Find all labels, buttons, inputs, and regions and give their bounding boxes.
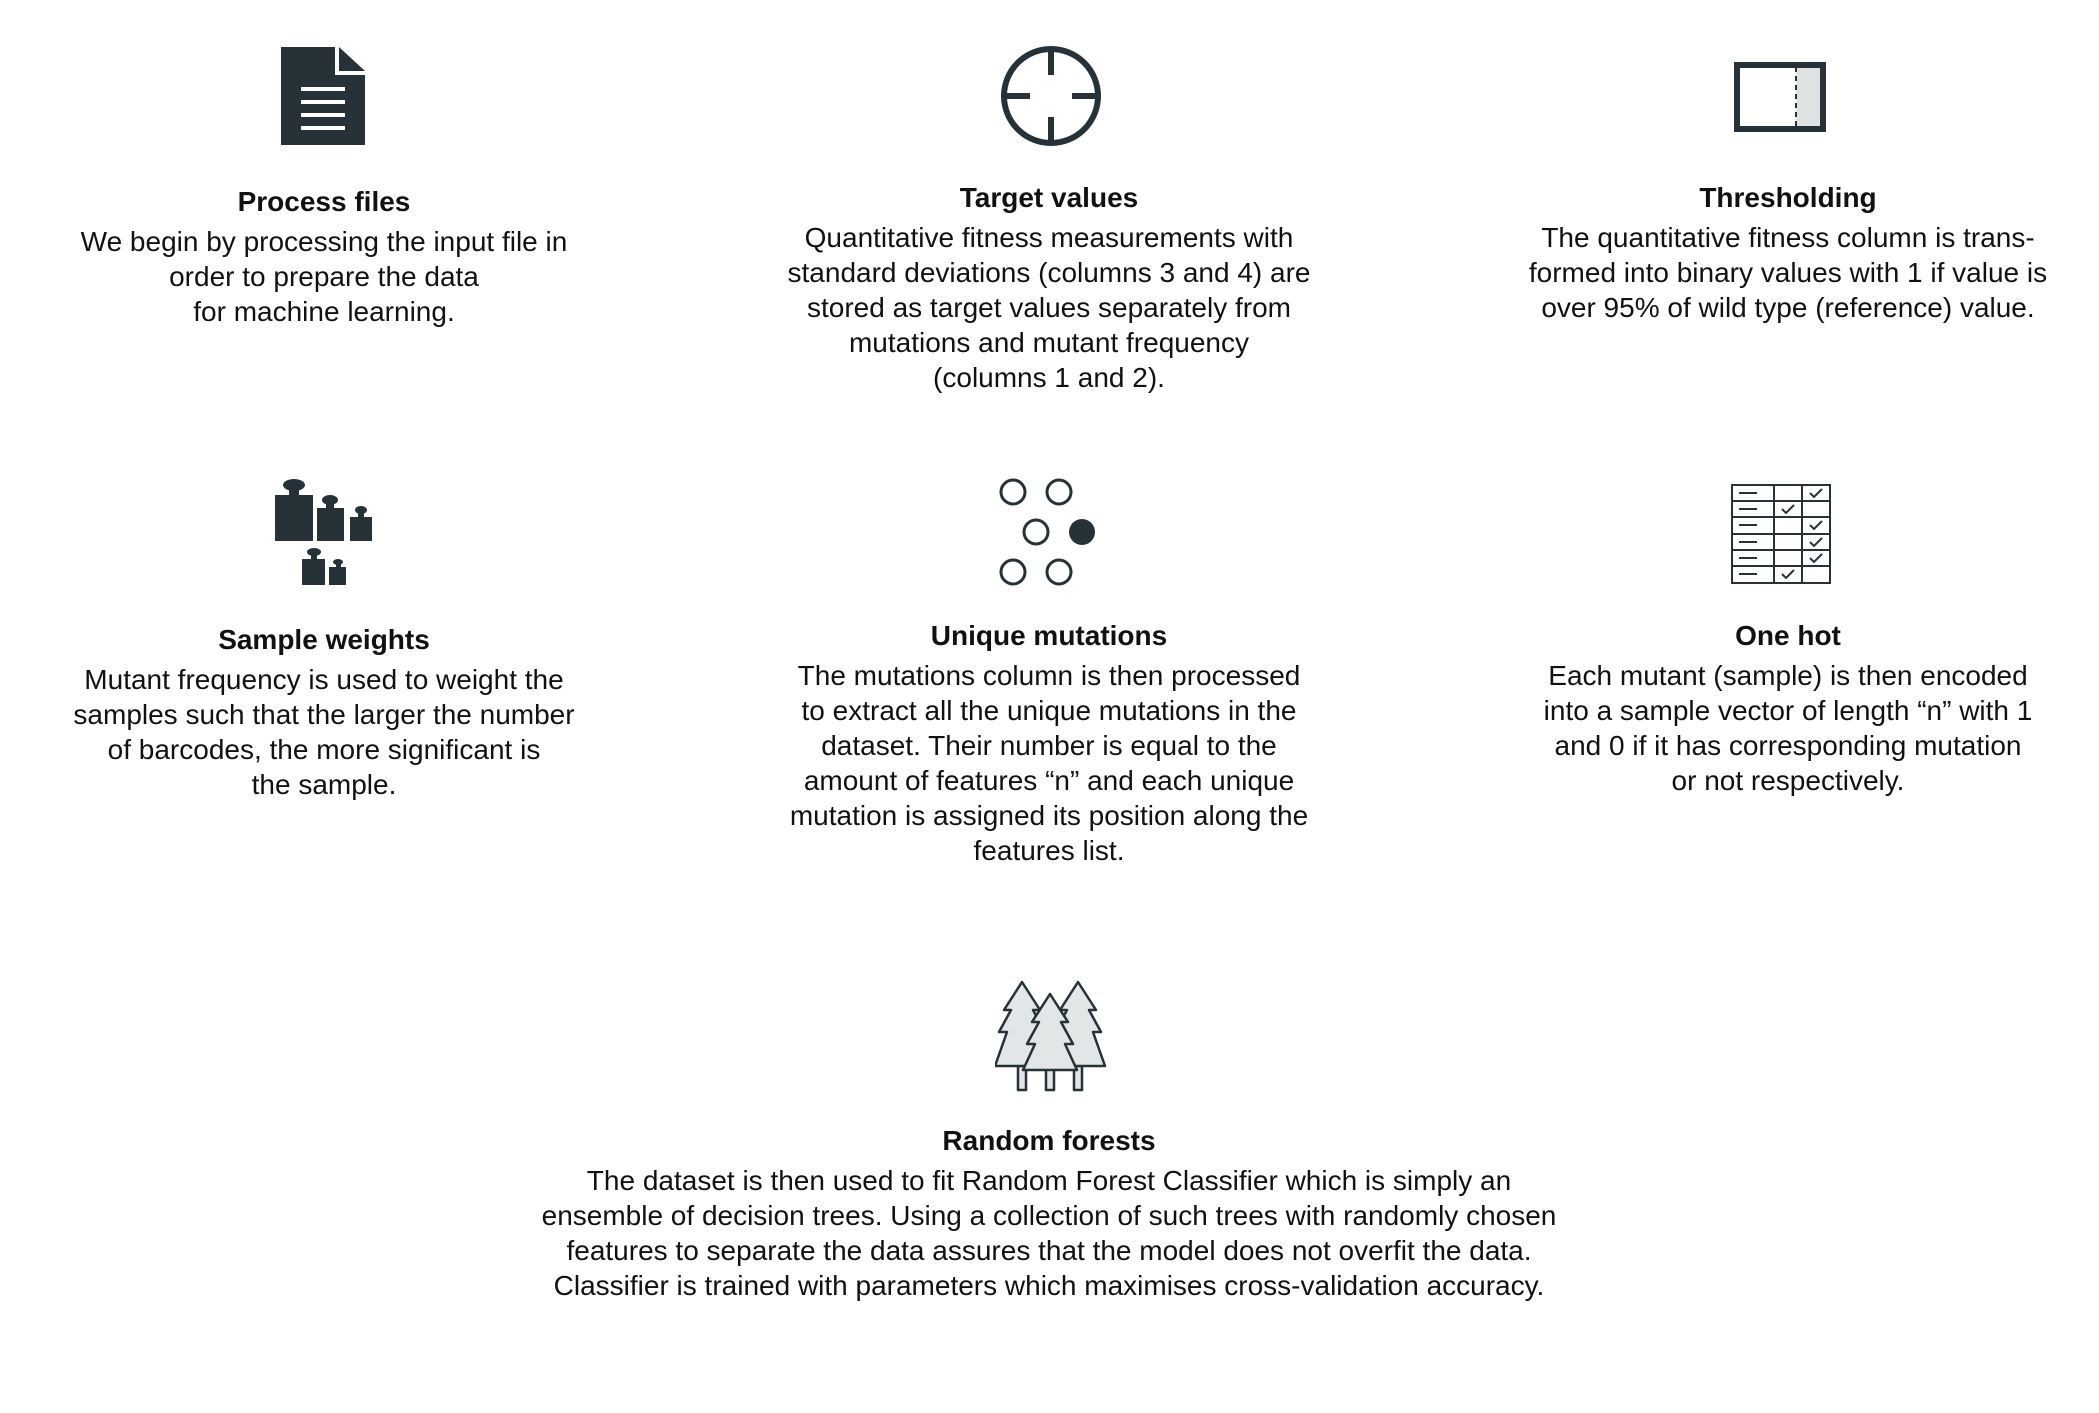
description-line: stored as target values separately from [806, 292, 1291, 323]
step-description: The dataset is then used to fit Random F… [449, 1163, 1649, 1303]
step-thresholding: Thresholding The quantitative fitness co… [1488, 180, 2088, 325]
step-title: Thresholding [1699, 182, 1877, 213]
description-line: the sample. [251, 769, 397, 800]
description-line: formed into binary values with 1 if valu… [1528, 257, 2048, 288]
description-line: into a sample vector of length “n” with … [1543, 695, 2033, 726]
step-description: We begin by processing the input file in… [24, 224, 624, 329]
step-random-forests: Random forests The dataset is then used … [449, 1123, 1649, 1303]
description-line: to extract all the unique mutations in t… [801, 695, 1297, 726]
step-title: Sample weights [218, 624, 430, 655]
step-title: Process files [237, 186, 411, 217]
description-line: over 95% of wild type (reference) value. [1541, 292, 2035, 323]
step-title: Target values [959, 182, 1139, 213]
description-line: Each mutant (sample) is then encoded [1548, 660, 2028, 691]
crosshair-icon [1001, 46, 1101, 146]
step-description: Quantitative fitness measurements with s… [749, 220, 1349, 395]
step-title: One hot [1735, 620, 1841, 651]
description-line: We begin by processing the input file in [80, 226, 568, 257]
dots-icon [999, 478, 1095, 586]
description-line: order to prepare the data [169, 261, 479, 292]
weights-icon [275, 479, 372, 585]
description-line: features list. [973, 835, 1125, 866]
step-process-files: Process files We begin by processing the… [24, 184, 624, 329]
checklist-table-icon [1731, 484, 1831, 584]
trees-icon [995, 980, 1107, 1092]
description-line: The mutations column is then processed [797, 660, 1301, 691]
step-description: The mutations column is then processed t… [749, 658, 1349, 868]
step-one-hot: One hot Each mutant (sample) is then enc… [1488, 618, 2088, 798]
description-line: Mutant frequency is used to weight the [84, 664, 564, 695]
description-line: The dataset is then used to fit Random F… [586, 1165, 1512, 1196]
document-icon [281, 47, 365, 145]
description-line: The quantitative fitness column is trans… [1541, 222, 2035, 253]
description-line: and 0 if it has corresponding mutation [1554, 730, 2022, 761]
description-line: ensemble of decision trees. Using a coll… [541, 1200, 1557, 1231]
threshold-icon [1734, 62, 1826, 132]
description-line: of barcodes, the more significant is [107, 734, 541, 765]
description-line: features to separate the data assures th… [566, 1235, 1532, 1266]
description-line: (columns 1 and 2). [933, 362, 1165, 393]
description-line: or not respectively. [1671, 765, 1905, 796]
step-title: Random forests [942, 1125, 1156, 1156]
description-line: standard deviations (columns 3 and 4) ar… [787, 257, 1311, 288]
description-line: Classifier is trained with parameters wh… [553, 1270, 1545, 1301]
step-description: Mutant frequency is used to weight the s… [24, 662, 624, 802]
description-line: for machine learning. [193, 296, 455, 327]
step-description: The quantitative fitness column is trans… [1488, 220, 2088, 325]
step-target-values: Target values Quantitative fitness measu… [749, 180, 1349, 395]
description-line: dataset. Their number is equal to the [821, 730, 1277, 761]
description-line: mutations and mutant frequency [848, 327, 1249, 358]
step-unique-mutations: Unique mutations The mutations column is… [749, 618, 1349, 868]
description-line: Quantitative fitness measurements with [804, 222, 1294, 253]
step-description: Each mutant (sample) is then encoded int… [1488, 658, 2088, 798]
description-line: amount of features “n” and each unique [803, 765, 1295, 796]
description-line: mutation is assigned its position along … [789, 800, 1309, 831]
step-sample-weights: Sample weights Mutant frequency is used … [24, 622, 624, 802]
step-title: Unique mutations [930, 620, 1168, 651]
description-line: samples such that the larger the number [73, 699, 575, 730]
